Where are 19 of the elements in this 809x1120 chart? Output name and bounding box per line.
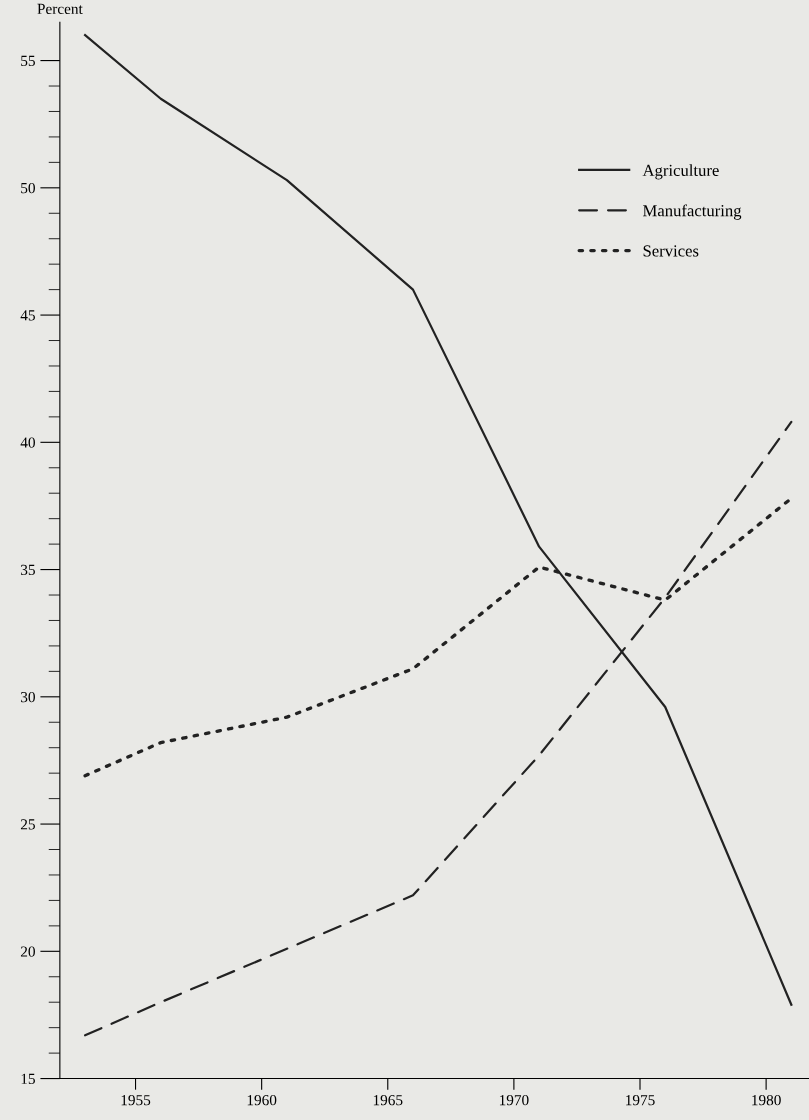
y-tick-label: 35 [21,564,35,576]
y-tick-label: 55 [21,55,35,67]
x-tick-label: 1960 [247,1094,277,1106]
x-tick-label: 1970 [499,1094,529,1106]
y-tick-label: 20 [20,946,35,957]
y-tick-label: 25 [20,819,35,830]
x-tick-label: 1975 [626,1095,655,1106]
y-tick-label: 50 [21,182,35,194]
legend-label: Agriculture [642,164,719,180]
y-axis-title: Percent [37,3,83,15]
y-tick-label: 15 [21,1073,35,1085]
y-tick-label: 45 [20,310,35,321]
x-tick-label: 1980 [752,1094,781,1106]
y-tick-label: 30 [21,691,35,703]
x-tick-label: 1955 [121,1095,151,1106]
y-tick-label: 40 [20,437,35,448]
x-tick-label: 1965 [373,1095,403,1106]
legend-label: Services [643,245,699,257]
legend-label: Manufacturing [643,204,742,220]
